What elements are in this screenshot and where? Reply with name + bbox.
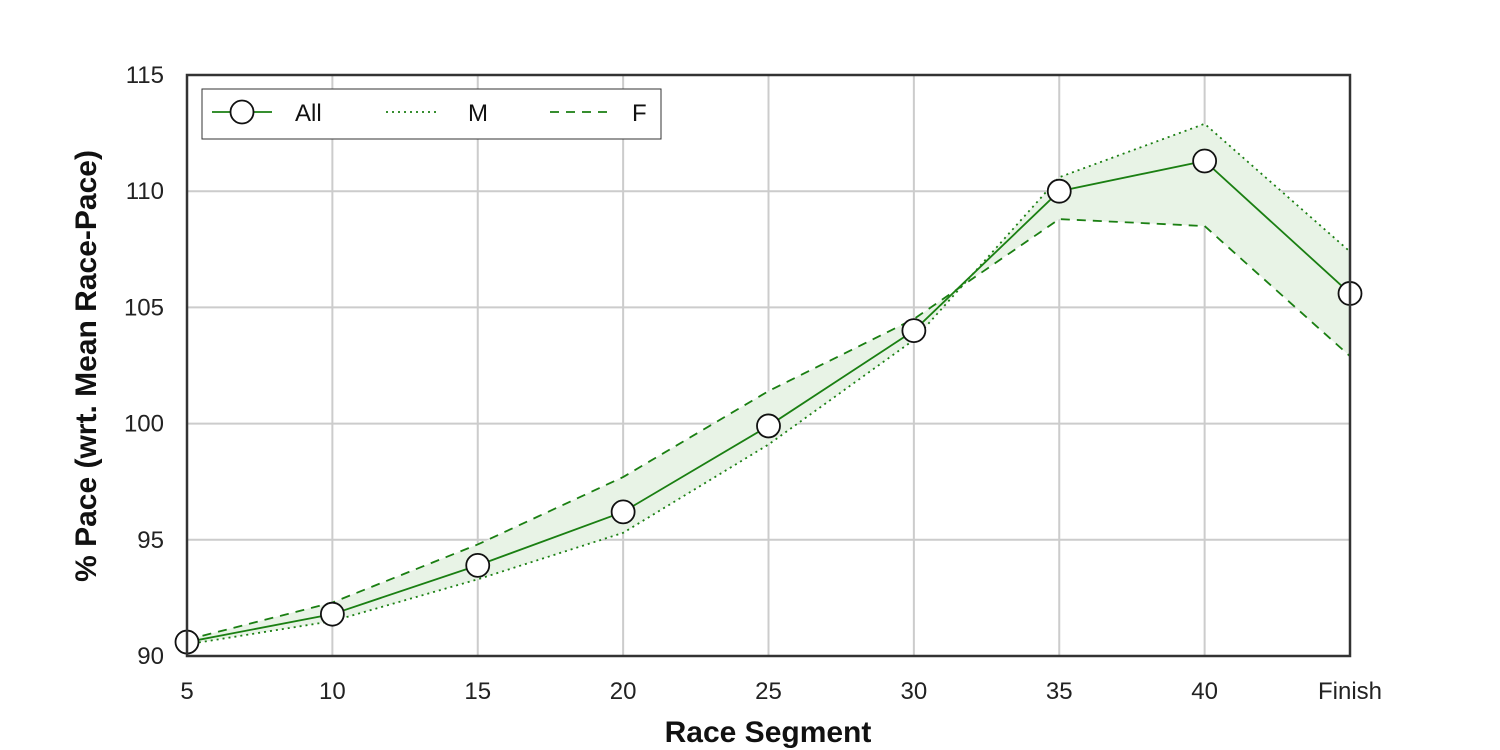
y-tick-labels: 90 95 100 105 110 115 — [124, 62, 164, 670]
legend-m-label: M — [468, 100, 488, 127]
x-tick-label-8: Finish — [1318, 678, 1382, 705]
y-tick-label-3: 105 — [124, 294, 164, 321]
y-tick-label-4: 110 — [126, 178, 164, 205]
marker-all-3 — [610, 499, 636, 525]
x-tick-label-4: 25 — [755, 678, 782, 705]
y-tick-label-0: 90 — [137, 643, 164, 670]
marker-all-2 — [465, 552, 491, 578]
all-markers — [174, 148, 1363, 655]
x-tick-label-1: 10 — [319, 678, 346, 705]
y-axis-title: % Pace (wrt. Mean Race-Pace) — [70, 150, 103, 582]
legend-all-marker — [229, 99, 255, 125]
x-tick-label-7: 40 — [1191, 678, 1218, 705]
marker-all-1 — [319, 601, 345, 627]
x-tick-label-3: 20 — [610, 678, 637, 705]
x-axis-title: Race Segment — [665, 716, 872, 749]
legend-f-label: F — [632, 100, 647, 127]
legend-all-label: All — [295, 100, 322, 127]
marker-all-4 — [756, 413, 781, 439]
marker-all-6 — [1046, 178, 1072, 204]
x-tick-label-2: 15 — [464, 678, 491, 705]
x-tick-labels: 5 10 15 20 25 30 35 40 Finish — [180, 678, 1382, 705]
m-f-band — [187, 123, 1350, 645]
y-tick-label-1: 95 — [137, 527, 164, 554]
band-area — [187, 123, 1350, 645]
y-tick-label-2: 100 — [124, 411, 164, 438]
x-tick-label-6: 35 — [1046, 678, 1073, 705]
marker-all-7 — [1192, 148, 1218, 174]
plot-frame — [185, 73, 1352, 658]
marker-all-5 — [901, 318, 927, 344]
legend-box — [201, 88, 662, 140]
y-tick-label-5: 115 — [126, 62, 164, 89]
legend: All M F — [201, 88, 662, 140]
x-tick-label-5: 30 — [901, 678, 928, 705]
x-tick-label-0: 5 — [180, 678, 193, 705]
